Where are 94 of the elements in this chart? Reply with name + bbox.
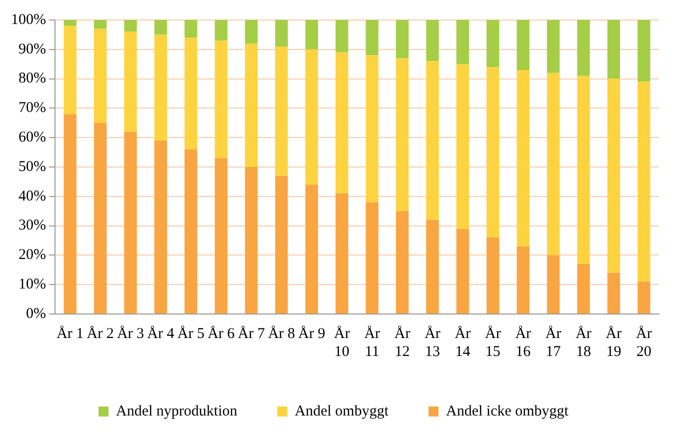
y-tick-label: 100%	[10, 12, 46, 28]
bar	[184, 20, 198, 38]
bar	[607, 20, 620, 79]
bar	[336, 20, 348, 52]
bar	[275, 176, 288, 314]
bar	[275, 20, 288, 46]
y-tick-label: 30%	[18, 218, 46, 234]
y-tick-label: 10%	[18, 276, 46, 293]
x-tick-label: År 9	[298, 324, 326, 342]
bar	[305, 184, 318, 314]
bar	[426, 61, 439, 220]
bar	[638, 282, 650, 314]
bar	[546, 255, 560, 314]
y-tick-label: 50%	[18, 158, 46, 175]
bar	[426, 20, 439, 62]
bar	[244, 44, 258, 167]
x-tick-label: År 16	[515, 324, 532, 360]
y-tick-label: 90%	[18, 41, 46, 58]
bar	[336, 193, 348, 314]
x-tick-label: År 18	[576, 324, 592, 360]
x-tick-label: År 13	[424, 324, 440, 360]
bar	[64, 114, 76, 314]
x-tick-label: År 10	[334, 324, 350, 360]
bar	[366, 202, 378, 314]
bar	[638, 82, 650, 282]
bar	[516, 246, 530, 314]
bar	[214, 158, 228, 314]
bar	[366, 20, 378, 56]
x-tick-label: År 17	[545, 324, 562, 360]
bar	[546, 72, 560, 256]
bar	[638, 20, 650, 82]
x-tick-label: År 12	[394, 324, 410, 360]
bar	[396, 58, 409, 212]
bar	[366, 55, 378, 202]
bar	[607, 78, 620, 273]
bar	[516, 70, 530, 246]
bar	[516, 20, 530, 70]
bar	[577, 264, 590, 314]
bar	[396, 211, 409, 314]
x-tick-label: År 5	[177, 324, 204, 342]
x-tick-label: År 1	[56, 324, 84, 342]
x-tick-label: År 3	[116, 324, 144, 342]
bar	[577, 76, 590, 264]
legend-label: Andel icke ombyggt	[446, 403, 570, 420]
legend-label: Andel ombyggt	[294, 403, 390, 420]
bar	[124, 20, 137, 32]
bar	[124, 32, 137, 132]
y-tick-label: 70%	[18, 100, 46, 116]
bar	[456, 64, 470, 229]
x-tick-label: År 8	[268, 324, 296, 342]
bar	[244, 20, 258, 44]
bar	[305, 20, 318, 50]
bar	[64, 20, 76, 26]
bar	[184, 38, 198, 150]
bar	[94, 20, 107, 29]
x-tick-label: År 4	[147, 324, 175, 342]
bar	[396, 20, 409, 58]
legend-label: Andel nyproduktion	[116, 403, 238, 420]
bar	[94, 122, 107, 314]
bar	[577, 20, 590, 76]
bar	[94, 28, 107, 123]
x-tick-label: År 19	[606, 324, 622, 360]
bar	[154, 140, 168, 314]
bar	[486, 67, 500, 238]
x-tick-label: År 14	[454, 324, 471, 360]
y-tick-label: 40%	[18, 188, 46, 204]
bar	[184, 149, 198, 314]
bar	[607, 272, 620, 314]
bar	[154, 34, 168, 141]
x-tick-label: År 11	[364, 324, 380, 360]
bar	[214, 40, 228, 158]
bar	[124, 132, 137, 314]
bar	[244, 167, 258, 314]
bar	[214, 20, 228, 41]
x-tick-label: År 15	[484, 324, 501, 360]
bar	[546, 20, 560, 73]
y-tick-label: 0%	[26, 306, 46, 322]
bar	[275, 46, 288, 176]
bar	[154, 20, 168, 35]
x-tick-label: År 6	[208, 324, 236, 342]
bar	[456, 20, 470, 64]
bar	[426, 220, 439, 314]
x-tick-label: År 7	[238, 324, 266, 342]
x-tick-label: År 20	[636, 324, 652, 360]
y-tick-label: 20%	[18, 247, 46, 264]
x-tick-label: År 2	[86, 324, 114, 342]
bar	[336, 52, 348, 194]
bar	[456, 228, 470, 314]
bar	[486, 238, 500, 314]
bar	[486, 20, 500, 68]
y-tick-label: 80%	[18, 70, 46, 87]
bar	[305, 49, 318, 185]
bar	[64, 26, 76, 114]
y-tick-label: 60%	[18, 130, 46, 146]
